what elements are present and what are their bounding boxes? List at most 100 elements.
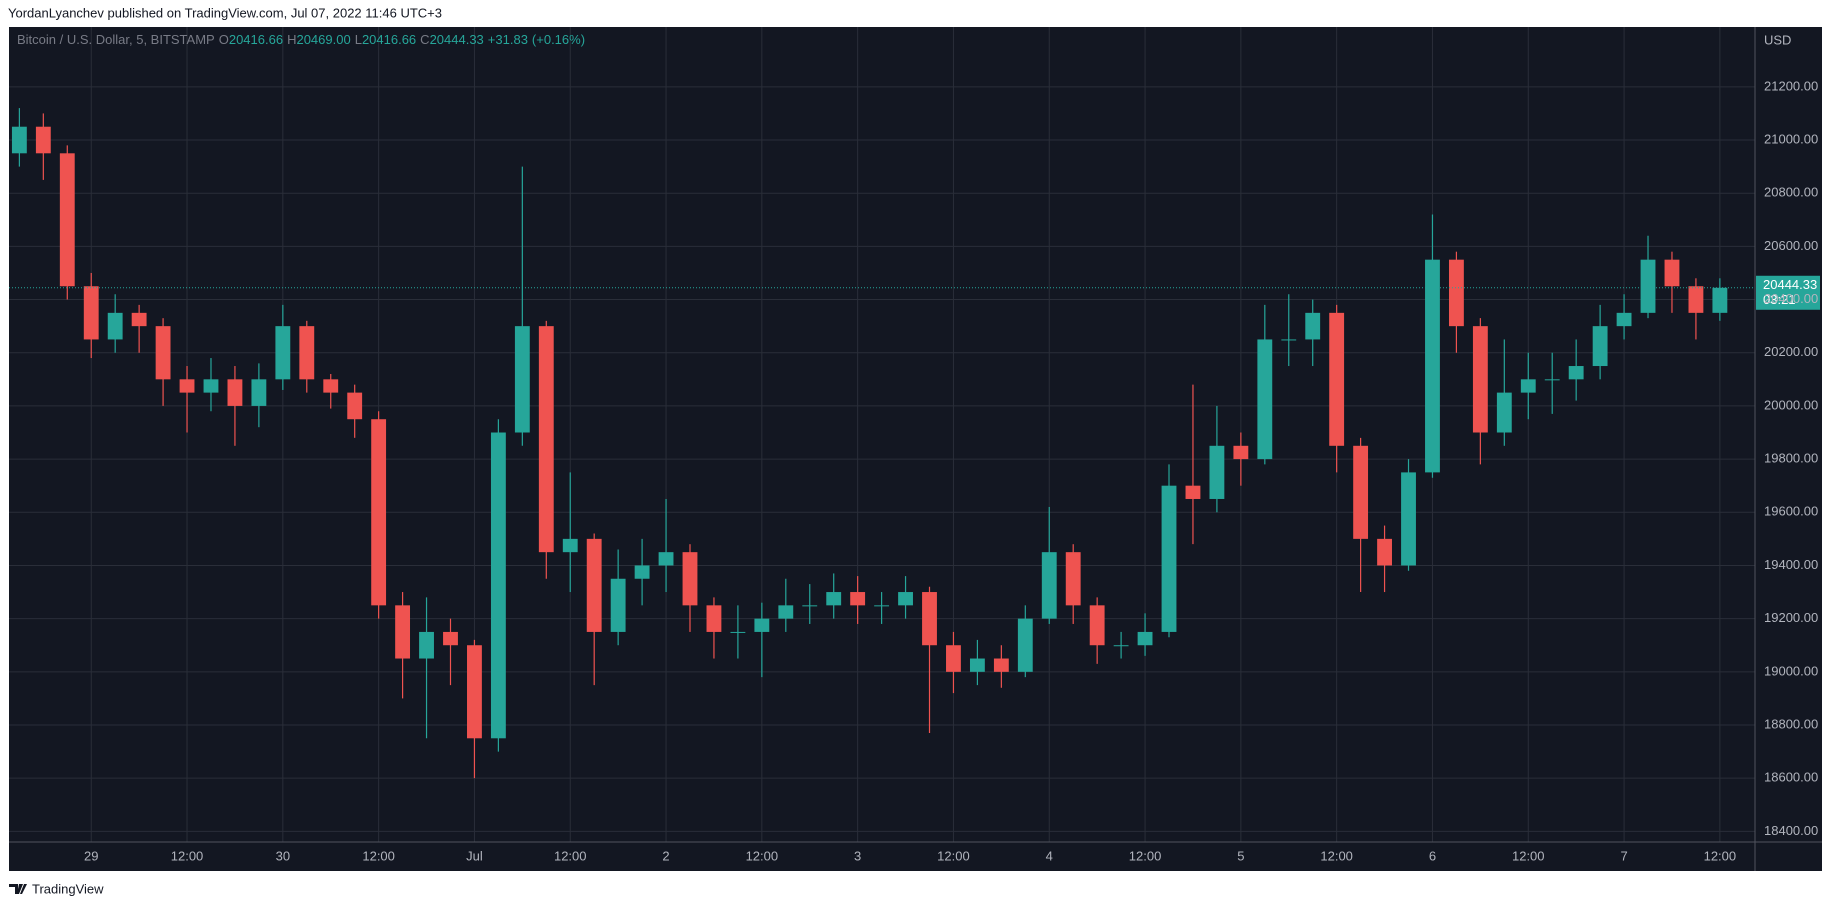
candle-body — [1520, 379, 1536, 393]
candle-body — [59, 153, 75, 287]
candle-body — [682, 552, 698, 606]
candle-body — [1041, 552, 1057, 619]
candle-body — [658, 552, 674, 566]
footer-brand: TradingView — [32, 881, 104, 896]
candle-body — [107, 312, 123, 340]
x-tick-label: 12:00 — [362, 848, 395, 863]
legend-symbol: Bitcoin / U.S. Dollar, 5, BITSTAMP — [17, 32, 215, 47]
candle-body — [1544, 379, 1560, 381]
y-tick-label: 18600.00 — [1764, 770, 1818, 785]
candle-body — [1305, 312, 1321, 340]
candle-body — [1017, 618, 1033, 672]
candle-body — [778, 605, 794, 619]
candle-body — [586, 538, 602, 632]
legend-o-label: O — [219, 32, 229, 47]
legend-high: 20469.00 — [296, 32, 350, 47]
candle-body — [227, 379, 243, 406]
candle-body — [1065, 552, 1081, 606]
candle-body — [1472, 326, 1488, 433]
legend-h-label: H — [287, 32, 296, 47]
footer-logo: TradingView — [9, 881, 104, 896]
candle-body — [419, 631, 434, 659]
y-tick-label: 21200.00 — [1764, 78, 1818, 93]
logo-icon — [9, 884, 27, 894]
candle-body — [922, 592, 937, 646]
candles — [11, 108, 1728, 779]
candle-body — [443, 631, 458, 646]
candle-body — [395, 605, 411, 659]
candle-body — [1640, 259, 1656, 313]
candle-body — [1448, 259, 1464, 327]
candle-body — [1377, 538, 1392, 566]
legend-change: +31.83 — [488, 32, 528, 47]
x-tick-label: 7 — [1620, 848, 1627, 863]
candle-body — [1257, 339, 1273, 460]
last-price-label: 20444.33 — [1763, 277, 1817, 292]
x-tick-label: 29 — [84, 848, 98, 863]
candle-body — [179, 379, 195, 393]
legend-c-label: C — [420, 32, 429, 47]
candle-body — [850, 592, 866, 606]
x-tick-label: 12:00 — [1320, 848, 1353, 863]
countdown-label: 03:21 — [1763, 292, 1796, 307]
candle-body — [83, 286, 99, 340]
candle-body — [131, 312, 147, 327]
x-tick-label: 2 — [662, 848, 669, 863]
legend-open: 20416.66 — [229, 32, 283, 47]
legend-l-label: L — [355, 32, 362, 47]
candle-body — [490, 432, 506, 739]
candle-body — [1281, 339, 1297, 341]
candle-body — [874, 605, 890, 607]
last-price-box — [1756, 275, 1820, 310]
legend: Bitcoin / U.S. Dollar, 5, BITSTAMP O20416… — [17, 32, 585, 47]
x-tick-label: 30 — [276, 848, 290, 863]
candle-body — [514, 326, 530, 433]
candle-body — [251, 379, 267, 406]
candle-body — [467, 645, 482, 739]
candle-body — [11, 126, 27, 154]
candle-body — [562, 538, 578, 553]
publish-header: YordanLyanchev published on TradingView.… — [8, 5, 442, 20]
x-tick-label: 12:00 — [554, 848, 587, 863]
currency-label: USD — [1764, 32, 1791, 47]
y-tick-label: 19400.00 — [1764, 557, 1818, 572]
x-tick-label: 4 — [1046, 848, 1053, 863]
candle-body — [538, 326, 554, 553]
candle-body — [323, 379, 339, 393]
candle-body — [730, 631, 746, 633]
y-tick-label: 21000.00 — [1764, 131, 1818, 146]
y-tick-label: 20400.00 — [1764, 291, 1818, 306]
candle-body — [1089, 605, 1105, 646]
candle-body — [946, 645, 961, 672]
candle-body — [826, 592, 842, 606]
x-tick-label: 12:00 — [746, 848, 779, 863]
y-tick-label: 18400.00 — [1764, 823, 1818, 838]
candle-body — [299, 326, 315, 380]
candle-body — [1137, 631, 1153, 646]
candle-body — [802, 605, 818, 607]
y-tick-label: 18800.00 — [1764, 716, 1818, 731]
candle-body — [1209, 445, 1225, 499]
candle-body — [969, 658, 985, 672]
x-tick-label: 12:00 — [1129, 848, 1162, 863]
candle-body — [754, 618, 770, 632]
y-tick-label: 20200.00 — [1764, 344, 1818, 359]
candle-body — [155, 326, 171, 380]
x-tick-label: 12:00 — [1512, 848, 1545, 863]
legend-change-pct: (+0.16%) — [532, 32, 585, 47]
y-tick-label: 20000.00 — [1764, 397, 1818, 412]
candle-body — [1401, 472, 1416, 566]
candle-body — [898, 592, 913, 606]
x-tick-label: Jul — [466, 848, 483, 863]
y-tick-label: 19000.00 — [1764, 663, 1818, 678]
candle-body — [610, 578, 626, 632]
candle-body — [1688, 286, 1704, 313]
y-tick-label: 19200.00 — [1764, 610, 1818, 625]
y-tick-label: 19800.00 — [1764, 451, 1818, 466]
candle-body — [275, 326, 291, 380]
candle-body — [1329, 312, 1345, 446]
candle-body — [1592, 326, 1608, 367]
